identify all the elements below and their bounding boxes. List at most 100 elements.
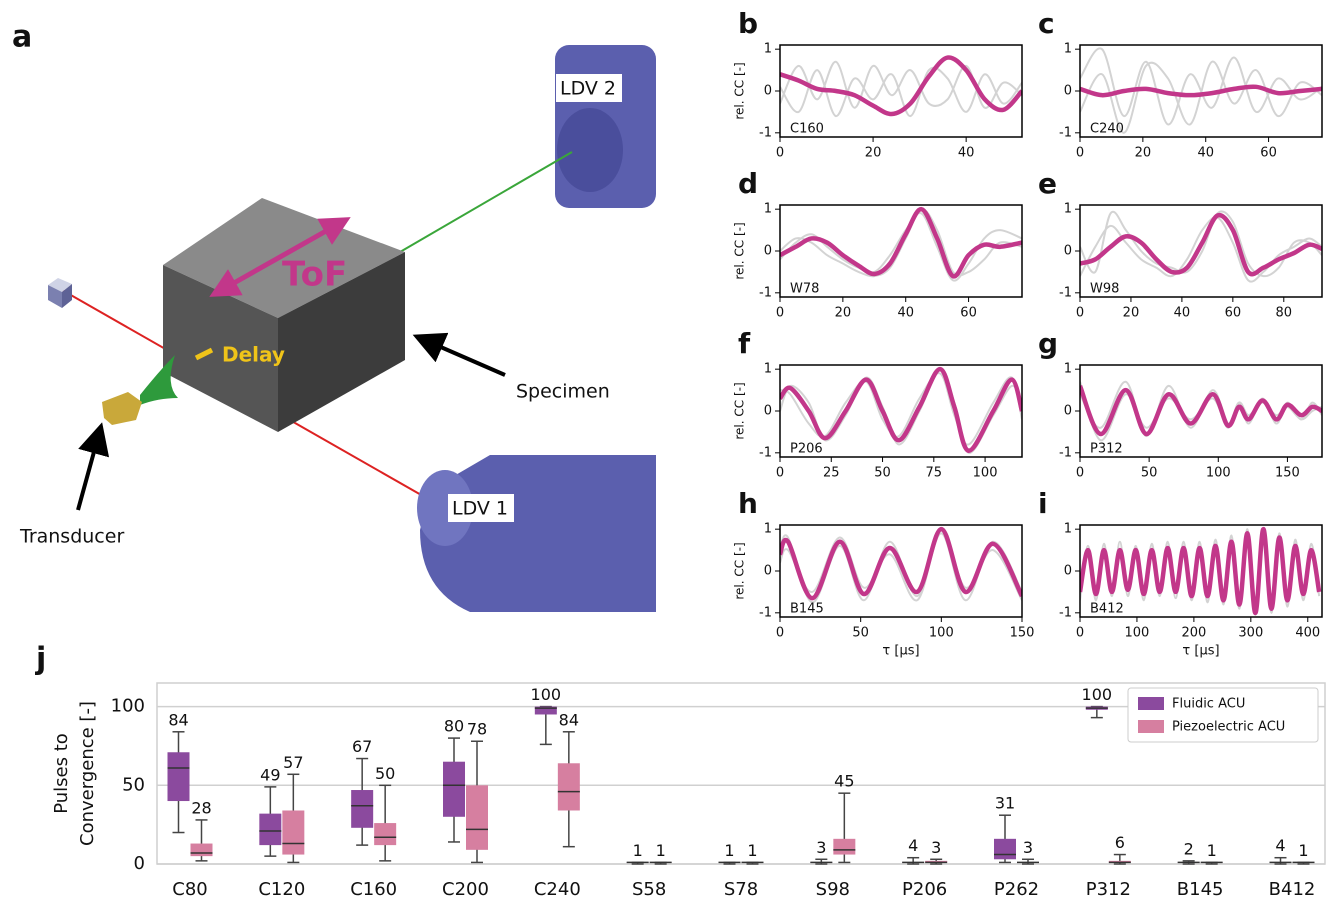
box: [558, 763, 580, 810]
y-tick-label: -1: [759, 445, 772, 460]
x-tick-label: 100: [929, 626, 954, 641]
value-label: 4: [908, 836, 918, 855]
value-label: 45: [834, 772, 854, 791]
waveform: [780, 369, 1022, 451]
y-tick-label: 1: [1064, 202, 1072, 217]
x-tick-label: 100: [1125, 626, 1150, 641]
y-tick-label: 1: [1064, 522, 1072, 537]
x-tick-label: 0: [1076, 626, 1084, 641]
y-axis-label: Pulses to: [51, 733, 72, 814]
x-tick-label: 25: [823, 466, 840, 481]
x-tick-label: 80: [1276, 306, 1293, 321]
y-tick-label: 0: [764, 564, 772, 579]
y-tick-label: 50: [122, 774, 145, 795]
panel-annotation: B145: [790, 602, 824, 617]
ldv1-label: LDV 1: [452, 498, 508, 520]
y-tick-label: 1: [1064, 42, 1072, 57]
x-tick-label: P262: [994, 879, 1039, 900]
panel-letter: f: [738, 327, 751, 360]
value-label: 4: [1275, 836, 1285, 855]
x-tick-label: 300: [1238, 626, 1263, 641]
x-tick-label: S78: [724, 879, 758, 900]
x-axis-label: τ [μs]: [1182, 644, 1219, 659]
value-label: 1: [656, 841, 666, 860]
x-tick-label: 50: [874, 466, 891, 481]
specimen-label: Specimen: [516, 381, 610, 403]
x-tick-label: 40: [958, 146, 975, 161]
box: [259, 814, 281, 845]
box: [191, 844, 213, 857]
waveform: [1080, 48, 1322, 124]
y-tick-label: 1: [764, 42, 772, 57]
waveform: [1080, 215, 1322, 274]
box: [351, 790, 373, 828]
line-chart: b-10102040C160rel. CC [-]: [733, 7, 1023, 161]
box: [168, 752, 190, 801]
x-tick-label: 40: [897, 306, 914, 321]
panel-letter: c: [1038, 7, 1055, 40]
panel-letter: a: [12, 20, 32, 55]
x-tick-label: 0: [1076, 466, 1084, 481]
value-label: 31: [995, 794, 1015, 813]
waveform: [780, 209, 1022, 276]
x-tick-label: 50: [852, 626, 869, 641]
y-tick-label: -1: [1059, 605, 1072, 620]
x-tick-label: C200: [442, 879, 489, 900]
x-tick-label: 150: [1010, 626, 1035, 641]
y-axis-label: Convergence [-]: [77, 701, 98, 846]
x-tick-label: 75: [926, 466, 943, 481]
x-tick-label: 60: [1225, 306, 1242, 321]
box: [994, 839, 1016, 859]
y-axis-label: rel. CC [-]: [733, 62, 747, 119]
panel-letter: i: [1038, 487, 1048, 520]
line-chart: i-1010100200300400B412τ [μs]: [1038, 487, 1322, 659]
value-label: 57: [283, 753, 303, 772]
box: [833, 839, 855, 855]
value-label: 3: [816, 838, 826, 857]
line-chart: f-1010255075100P206rel. CC [-]: [733, 327, 1023, 481]
x-tick-label: 200: [1181, 626, 1206, 641]
x-tick-label: 150: [1275, 466, 1300, 481]
tof-label: ToF: [282, 255, 347, 295]
ldv2-lens: [557, 108, 623, 192]
x-tick-label: 60: [960, 306, 977, 321]
ldv2-label: LDV 2: [560, 78, 616, 100]
x-tick-label: 40: [1174, 306, 1191, 321]
legend-label: Piezoelectric ACU: [1172, 720, 1285, 735]
value-label: 84: [559, 710, 579, 729]
y-tick-label: 0: [1064, 404, 1072, 419]
value-label: 49: [260, 765, 280, 784]
value-label: 6: [1115, 833, 1125, 852]
y-tick-label: 1: [764, 362, 772, 377]
x-tick-label: 0: [776, 146, 784, 161]
y-axis-label: rel. CC [-]: [733, 542, 747, 599]
transducer: [102, 392, 142, 425]
y-tick-label: -1: [1059, 125, 1072, 140]
x-tick-label: 50: [1141, 466, 1158, 481]
y-tick-label: 0: [1064, 244, 1072, 259]
y-tick-label: -1: [759, 125, 772, 140]
x-tick-label: B145: [1177, 879, 1224, 900]
y-tick-label: 0: [764, 84, 772, 99]
delay-label: Delay: [222, 343, 285, 367]
x-tick-label: P206: [902, 879, 947, 900]
panel-letter: d: [738, 167, 758, 200]
box: [282, 810, 304, 854]
value-label: 50: [375, 764, 395, 783]
value-label: 1: [724, 841, 734, 860]
x-tick-label: S58: [632, 879, 666, 900]
value-label: 3: [1023, 838, 1033, 857]
value-label: 80: [444, 717, 464, 736]
value-label: 3: [931, 838, 941, 857]
value-label: 67: [352, 737, 372, 756]
y-tick-label: -1: [759, 605, 772, 620]
y-tick-label: -1: [1059, 285, 1072, 300]
line-chart: e-101020406080W98: [1038, 167, 1322, 321]
x-tick-label: P312: [1086, 879, 1131, 900]
x-tick-label: 0: [776, 626, 784, 641]
x-tick-label: C240: [534, 879, 581, 900]
panel-letter: h: [738, 487, 758, 520]
